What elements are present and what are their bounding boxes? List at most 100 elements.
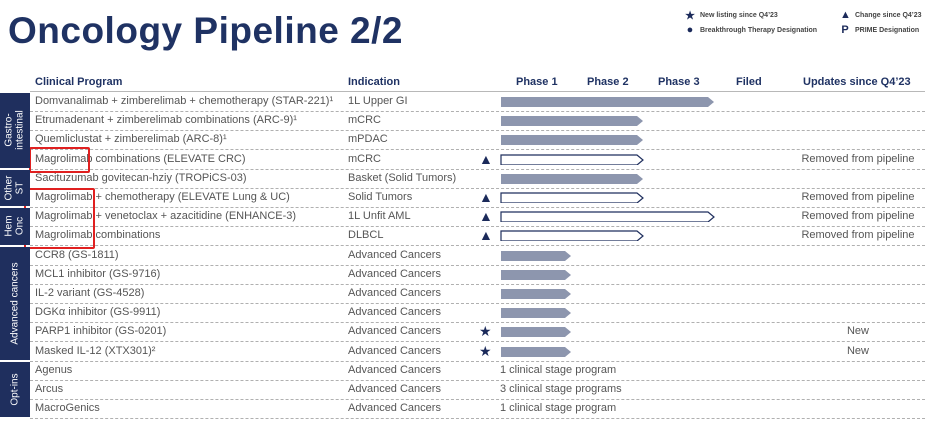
indication: Advanced Cancers: [348, 402, 441, 415]
category-band: Advanced cancers: [0, 246, 30, 360]
page-title: Oncology Pipeline 2/2: [8, 10, 403, 51]
table-row: Magrolimab combinations DLBCL ▲ Removed fr…: [30, 226, 925, 247]
program-name: Magrolimab combinations: [35, 229, 161, 242]
update-status: Removed from pipeline: [801, 191, 915, 203]
star-icon: ★: [479, 323, 492, 340]
indication: Advanced Cancers: [348, 267, 441, 280]
triangle-icon: ▲: [479, 208, 493, 225]
program-name: IL-2 variant (GS-4528): [35, 287, 145, 299]
triangle-icon: ▲: [479, 150, 493, 167]
legend-prime: P PRIME Designation: [840, 24, 919, 36]
program-name: Magrolimab + venetoclax + azacitidine (E…: [35, 210, 297, 223]
indication: Advanced Cancers: [348, 248, 441, 261]
stage-text: 1 clinical stage program: [500, 363, 617, 376]
phase-progress-bar: [501, 116, 643, 127]
category-label: Opt-ins: [9, 373, 21, 406]
phase-progress-bar: [501, 97, 714, 107]
phase-progress-bar: [501, 250, 571, 261]
phase-progress-bar: [500, 211, 715, 223]
update-status: New: [846, 344, 869, 357]
phase-progress-bar: [501, 173, 643, 184]
table-row: Agenus Advanced Cancers 1 clinical stage …: [30, 361, 925, 381]
category-band: Opt-ins: [0, 361, 30, 418]
indication: Advanced Cancers: [348, 287, 441, 299]
table-row: MCL1 inhibitor (GS-9716) Advanced Cancer…: [30, 265, 925, 285]
legend-breakthrough: ● Breakthrough Therapy Designation: [685, 24, 817, 36]
category-label: Hem Onc: [4, 215, 26, 237]
program-name: Etrumadenant + zimberelimab combinations…: [35, 114, 297, 127]
highlight-box: [29, 147, 90, 173]
update-status: Removed from pipeline: [801, 152, 915, 165]
indication: 1L Unfit AML: [348, 210, 411, 223]
header-indication: Indication: [348, 76, 400, 88]
indication: Advanced Cancers: [348, 344, 441, 357]
table-row: Sacituzumab govitecan-hziy (TROPiCS-03) …: [30, 169, 925, 189]
stage-text: 1 clinical stage program: [500, 402, 617, 415]
table-row: IL-2 variant (GS-4528) Advanced Cancers: [30, 284, 925, 304]
legend-change: ▲ Change since Q4’23: [840, 9, 922, 21]
phase-progress-bar: [501, 346, 571, 357]
category-band: Other ST: [0, 169, 30, 207]
header-phase2: Phase 2: [587, 76, 629, 88]
program-name: Agenus: [35, 363, 73, 376]
stage-text: 3 clinical stage programs: [500, 383, 622, 395]
phase-progress-bar: [501, 135, 643, 146]
indication: Advanced Cancers: [348, 306, 441, 319]
program-name: CCR8 (GS-1811): [35, 248, 119, 261]
legend-label: New listing since Q4’23: [700, 12, 778, 19]
indication: Basket (Solid Tumors): [348, 171, 457, 184]
table-row: Domvanalimab + zimberelimab + chemothera…: [30, 92, 925, 112]
program-name: Magrolimab + chemotherapy (ELEVATE Lung …: [35, 191, 290, 203]
triangle-icon: ▲: [479, 227, 493, 244]
indication: mCRC: [348, 152, 381, 165]
phase-progress-bar: [501, 308, 571, 319]
legend-new-listing: ★ New listing since Q4’23: [685, 9, 778, 22]
table-row: Quemliclustat + zimberelimab (ARC-8)¹ mP…: [30, 130, 925, 151]
category-band: Hem Onc: [0, 208, 30, 245]
header-phase1: Phase 1: [516, 76, 558, 88]
header-phase3: Phase 3: [658, 76, 700, 88]
phase-progress-bar: [500, 230, 644, 242]
category-band: Gastro- intestinal: [0, 93, 30, 168]
program-name: Magrolimab combinations (ELEVATE CRC): [35, 152, 246, 165]
indication: mCRC: [348, 114, 381, 127]
header-updates: Updates since Q4’23: [803, 76, 911, 88]
legend-label: Breakthrough Therapy Designation: [700, 26, 818, 34]
table-row: DGKα inhibitor (GS-9911) Advanced Cancer…: [30, 303, 925, 324]
phase-progress-bar: [500, 153, 644, 165]
header-program: Clinical Program: [35, 76, 123, 88]
table-row: PARP1 inhibitor (GS-0201) Advanced Cance…: [30, 322, 925, 343]
legend-label: Change since Q4’23: [855, 11, 922, 19]
category-label: Gastro- intestinal: [4, 110, 26, 151]
table-row: Magrolimab + venetoclax + azacitidine (E…: [30, 207, 925, 228]
program-name: PARP1 inhibitor (GS-0201): [35, 325, 167, 338]
category-label: Advanced cancers: [9, 262, 21, 345]
indication: mPDAC: [348, 133, 388, 146]
program-name: MacroGenics: [35, 402, 100, 415]
program-name: Quemliclustat + zimberelimab (ARC-8)¹: [35, 133, 227, 146]
prime-p-icon: P: [841, 24, 849, 36]
program-name: Domvanalimab + zimberelimab + chemothera…: [35, 95, 334, 107]
indication: Advanced Cancers: [348, 325, 441, 338]
update-status: New: [846, 325, 869, 338]
table-row: Etrumadenant + zimberelimab combinations…: [30, 111, 925, 132]
table-row: Magrolimab + chemotherapy (ELEVATE Lung …: [30, 188, 925, 208]
table-row: CCR8 (GS-1811) Advanced Cancers: [30, 246, 925, 266]
circle-icon: ●: [686, 24, 694, 36]
phase-progress-bar: [501, 289, 571, 299]
triangle-icon: ▲: [840, 9, 851, 21]
phase-progress-bar: [500, 192, 644, 203]
program-name: MCL1 inhibitor (GS-9716): [35, 267, 161, 280]
highlight-box: [24, 188, 95, 249]
star-icon: ★: [479, 342, 492, 359]
indication: DLBCL: [348, 229, 384, 242]
program-name: Masked IL-12 (XTX301)²: [35, 344, 156, 357]
legend-label: PRIME Designation: [855, 26, 920, 34]
category-label: Other ST: [3, 175, 26, 201]
update-status: Removed from pipeline: [801, 210, 915, 223]
triangle-icon: ▲: [479, 189, 493, 205]
table-row: Arcus Advanced Cancers 3 clinical stage p…: [30, 380, 925, 400]
star-icon: ★: [685, 10, 695, 22]
indication: Solid Tumors: [348, 191, 413, 203]
table-row: Magrolimab combinations (ELEVATE CRC) mC…: [30, 150, 925, 170]
